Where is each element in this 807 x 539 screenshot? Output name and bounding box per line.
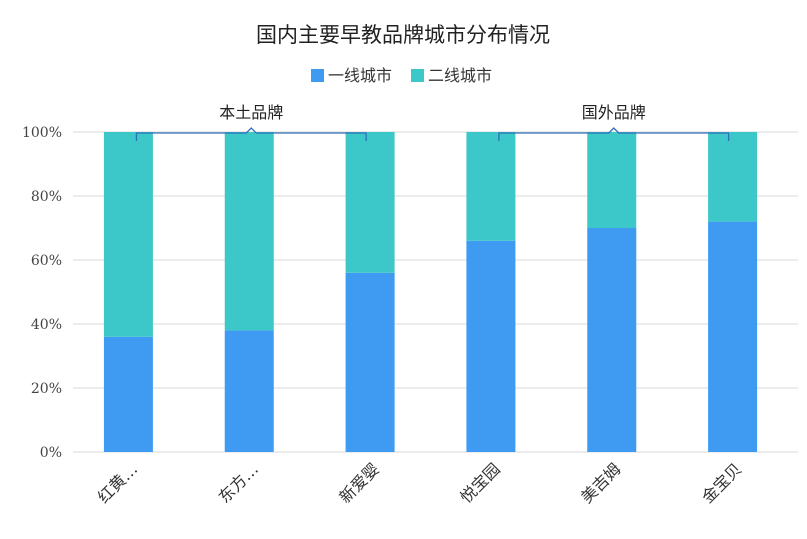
x-axis: 红黄… 东方… 新爱婴 悦宝园 美吉姆 金宝贝 xyxy=(94,459,746,506)
x-tick-label: 东方… xyxy=(215,459,262,506)
x-tick-label: 美吉姆 xyxy=(577,459,624,506)
group-label: 国外品牌 xyxy=(582,103,646,122)
x-tick-label: 悦宝园 xyxy=(456,459,503,506)
bar-tier2 xyxy=(587,132,637,228)
legend-swatch-tier2 xyxy=(411,69,424,82)
legend-label-tier2: 二线城市 xyxy=(428,66,492,85)
bar-tier2 xyxy=(224,132,274,331)
y-tick-label: 80% xyxy=(31,189,62,205)
bar-tier2 xyxy=(103,132,153,337)
y-tick-label: 20% xyxy=(31,381,62,397)
brand-group-annotations: 本土品牌 国外品牌 xyxy=(135,103,730,141)
y-tick-label: 40% xyxy=(31,317,62,333)
y-tick-label: 0% xyxy=(40,445,62,461)
y-tick-label: 100% xyxy=(22,125,62,141)
legend-swatch-tier1 xyxy=(311,69,324,82)
bar-tier1 xyxy=(345,272,395,452)
bar-tier2 xyxy=(345,132,395,273)
legend: 一线城市 二线城市 xyxy=(311,66,492,85)
chart-title: 国内主要早教品牌城市分布情况 xyxy=(256,23,550,47)
bar-tier1 xyxy=(708,221,758,452)
x-tick-label: 金宝贝 xyxy=(698,459,745,506)
bar-tier1 xyxy=(587,228,637,452)
bar-tier1 xyxy=(224,330,274,452)
group-label: 本土品牌 xyxy=(219,103,283,122)
bar-tier2 xyxy=(708,132,758,222)
y-axis: 0% 20% 40% 60% 80% 100% xyxy=(22,125,62,461)
gridlines xyxy=(73,131,798,453)
bars xyxy=(103,132,758,452)
bar-tier2 xyxy=(466,132,516,241)
group-bracket xyxy=(135,127,367,141)
y-tick-label: 60% xyxy=(31,253,62,269)
x-tick-label: 红黄… xyxy=(94,459,141,506)
x-tick-label: 新爱婴 xyxy=(336,459,383,506)
group-bracket xyxy=(498,127,730,141)
legend-label-tier1: 一线城市 xyxy=(328,66,392,85)
bar-tier1 xyxy=(466,240,516,452)
bar-tier1 xyxy=(103,336,153,452)
